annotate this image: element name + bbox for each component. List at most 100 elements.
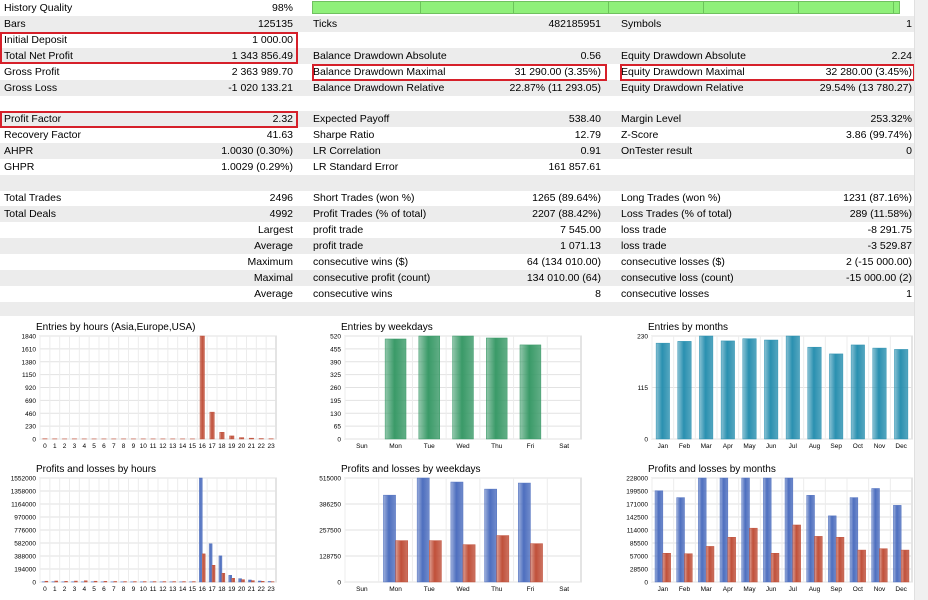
largest-profit-label: profit trade <box>313 224 364 236</box>
x-tick-label: Fri <box>527 586 535 593</box>
bar <box>742 338 757 440</box>
bar <box>784 477 794 583</box>
bar <box>806 495 815 583</box>
y-tick-label: 257500 <box>319 528 341 535</box>
x-tick-label: Tue <box>424 586 435 593</box>
x-tick-label: 7 <box>112 443 116 450</box>
highlight-box <box>0 32 298 64</box>
bar <box>828 515 837 583</box>
bar <box>792 524 801 583</box>
bar <box>894 349 909 440</box>
chart-plot: 0 128750 257500 386250 515000 Sun Mon Tue Wed Thu… <box>319 476 582 593</box>
x-tick-label: Fri <box>527 443 535 450</box>
y-tick-label: 260 <box>330 385 341 392</box>
profit-trades-label: Profit Trades (% of total) <box>313 208 427 220</box>
x-tick-label: 17 <box>208 586 216 593</box>
chart-title: Entries by months <box>648 322 729 333</box>
x-tick-label: Sun <box>356 586 368 593</box>
x-tick-label: 3 <box>73 443 77 450</box>
ticks-value: 482185951 <box>548 18 601 30</box>
chart-plot: 0194000388000582000776000970000116400013… <box>11 476 277 593</box>
ghpr-label: GHPR <box>4 161 35 173</box>
stats-row: Total Deals 4992 Profit Trades (% of total… <box>0 206 914 222</box>
equity-dd-abs-value: 2.24 <box>891 50 912 62</box>
stats-row: Largest profit trade 7 545.00 loss trade -8 … <box>0 222 914 238</box>
y-tick-label: 0 <box>644 437 648 444</box>
equity-dd-rel-label: Equity Drawdown Relative <box>621 82 744 94</box>
stats-row: Total Trades 2496 Short Trades (won %) 1265… <box>0 190 914 206</box>
bar <box>267 581 272 583</box>
x-tick-label: 8 <box>122 586 126 593</box>
bar <box>211 564 216 583</box>
bar <box>719 477 729 583</box>
x-tick-label: Sep <box>830 443 842 450</box>
bar <box>64 581 68 583</box>
bar <box>879 548 888 583</box>
quality-bar-segment <box>893 2 894 13</box>
bar <box>103 581 108 583</box>
x-tick-label: 7 <box>112 586 116 593</box>
y-tick-label: 142500 <box>626 515 648 522</box>
total-net-profit-value: 1 343 856.49 <box>231 50 293 62</box>
x-tick-label: 6 <box>102 586 106 593</box>
y-tick-label: 199500 <box>626 489 648 496</box>
x-tick-label: 10 <box>140 586 148 593</box>
y-tick-label: 114000 <box>627 528 649 535</box>
y-tick-label: 0 <box>32 580 36 587</box>
y-tick-label: 520 <box>330 334 341 341</box>
x-tick-label: 5 <box>92 443 96 450</box>
stats-row: GHPR 1.0029 (0.29%) LR Standard Error 161 8… <box>0 159 914 175</box>
y-tick-label: 228000 <box>626 476 648 483</box>
stats-row <box>0 96 914 112</box>
stats-row: Gross Profit 2 363 989.70 Balance Drawdown… <box>0 64 914 80</box>
x-tick-label: Sat <box>559 586 569 593</box>
long-trades-value: 1231 (87.16%) <box>843 192 912 204</box>
profit-factor-label: Profit Factor <box>4 113 62 125</box>
average-consec-loss-value: 1 <box>906 288 912 300</box>
maximal-loss-label: consecutive loss (count) <box>621 272 734 284</box>
bar <box>814 536 823 583</box>
profit-trades-value: 2207 (88.42%) <box>532 208 601 220</box>
bar <box>741 477 750 583</box>
bar <box>221 573 226 583</box>
average-profit-label: profit trade <box>313 240 364 252</box>
x-tick-label: 17 <box>208 443 216 450</box>
equity-dd-abs-label: Equity Drawdown Absolute <box>621 50 746 62</box>
x-tick-label: 18 <box>218 586 226 593</box>
y-tick-label: 85500 <box>630 541 648 548</box>
bar <box>764 339 779 440</box>
bar <box>530 543 543 583</box>
chart-title: Entries by hours (Asia,Europe,USA) <box>36 322 196 333</box>
bar <box>849 497 859 583</box>
total-deals-value: 4992 <box>269 208 293 220</box>
bars-label: Bars <box>4 18 26 30</box>
bar <box>209 411 215 440</box>
bar <box>676 497 685 583</box>
y-tick-label: 388000 <box>14 554 36 561</box>
bar <box>113 581 117 583</box>
x-tick-label: 1 <box>53 586 57 593</box>
bar <box>462 544 476 583</box>
y-tick-label: 460 <box>25 411 36 418</box>
y-tick-label: 920 <box>25 385 36 392</box>
bar <box>486 337 508 440</box>
quality-bar-segment <box>420 2 421 13</box>
equity-dd-max-value: 32 280.00 (3.45%) <box>825 66 912 78</box>
chart-plot: 0 115 230 Jan Feb Mar Apr May Jun Jul Aug Sep Oct Nov… <box>637 334 913 450</box>
bar <box>655 342 670 440</box>
bar <box>720 340 735 440</box>
x-tick-label: 13 <box>169 586 177 593</box>
bar <box>770 553 780 583</box>
vertical-scrollbar[interactable] <box>914 0 928 600</box>
bar <box>807 346 822 440</box>
chart-plot: 0 65 130 195 260 325 390 455 520 Sun Mon Tue Wed Thu F… <box>330 334 582 450</box>
highlight-box <box>0 111 298 128</box>
sharpe-ratio-value: 12.79 <box>574 129 601 141</box>
bar <box>84 580 88 583</box>
bar <box>677 341 692 440</box>
x-tick-label: 23 <box>267 586 275 593</box>
bar <box>218 555 223 583</box>
x-tick-label: May <box>743 586 756 593</box>
stats-row: Bars 125135 Ticks 482185951 Symbols 1 <box>0 16 914 32</box>
